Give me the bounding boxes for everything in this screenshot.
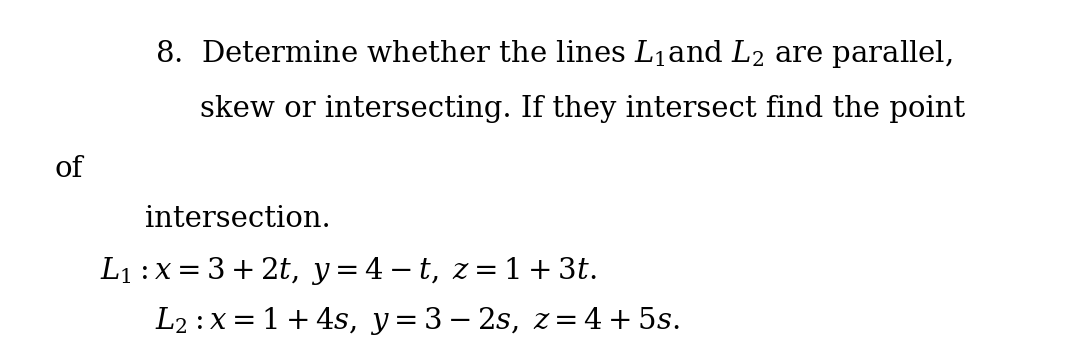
Text: of: of bbox=[55, 155, 83, 183]
Text: intersection.: intersection. bbox=[145, 205, 330, 233]
Text: $L_2 : x = 1 + 4s,\;  y = 3 - 2s,\; z = 4 + 5s.$: $L_2 : x = 1 + 4s,\; y = 3 - 2s,\; z = 4… bbox=[156, 305, 679, 337]
Text: $L_1 : x = 3 + 2t,\;  y = 4 - t,\; z = 1 + 3t.$: $L_1 : x = 3 + 2t,\; y = 4 - t,\; z = 1 … bbox=[100, 255, 596, 287]
Text: skew or intersecting. If they intersect find the point: skew or intersecting. If they intersect … bbox=[200, 95, 966, 123]
Text: 8.  Determine whether the lines $L_1$and $L_2$ are parallel,: 8. Determine whether the lines $L_1$and … bbox=[156, 38, 953, 70]
